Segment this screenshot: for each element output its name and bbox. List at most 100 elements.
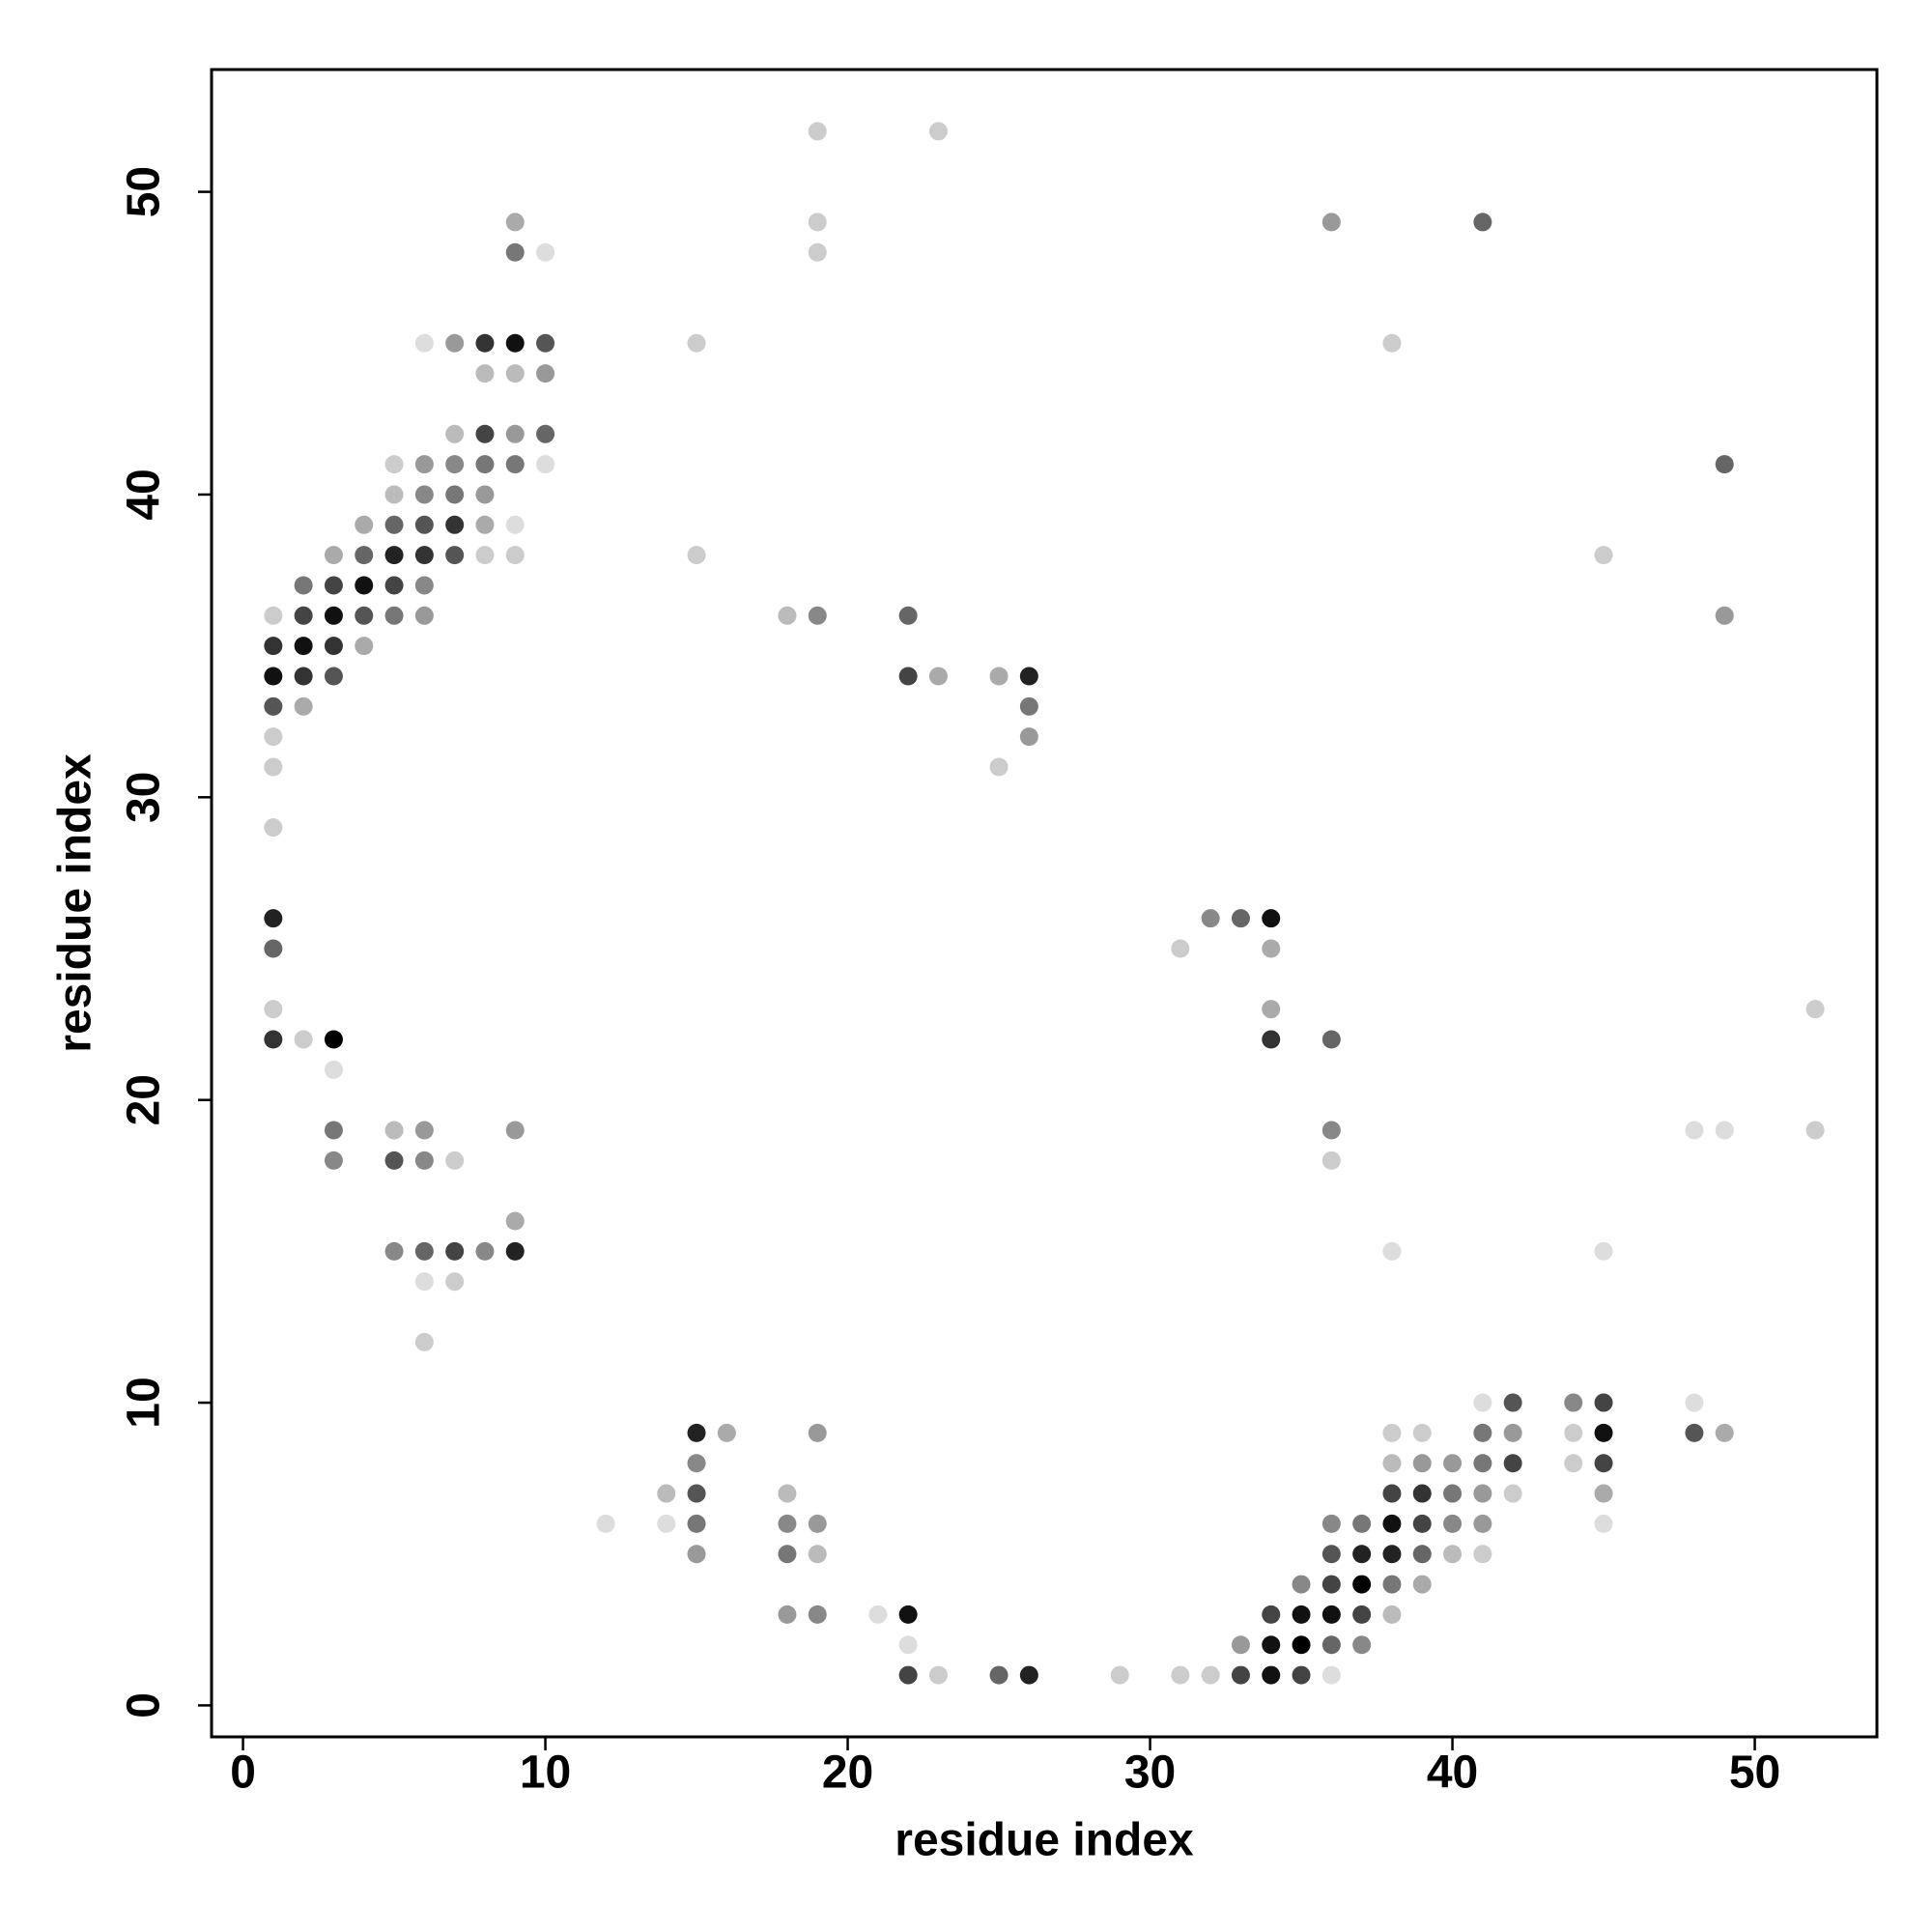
point [1473,1484,1492,1503]
point [384,1121,404,1140]
point [536,364,555,384]
point [384,606,404,625]
point [808,606,827,625]
point [1382,333,1402,353]
point [1382,1423,1402,1442]
point [324,637,343,656]
point [414,546,434,565]
point [1231,1665,1250,1685]
point [324,667,343,686]
x-tick-label: 30 [1124,1747,1176,1799]
point [1382,1241,1402,1261]
point [445,424,465,443]
point [989,1665,1009,1685]
point [1171,939,1190,958]
y-tick-label: 10 [119,1377,170,1428]
point [505,455,525,474]
point [717,1423,736,1442]
point [264,637,283,656]
point [1292,1635,1311,1655]
point [324,1121,343,1140]
point [505,1211,525,1231]
point [414,1241,434,1261]
point [1473,1545,1492,1564]
point [989,667,1009,686]
point [989,757,1009,777]
point [414,606,434,625]
x-axis-title: residue index [895,1815,1194,1866]
point [778,1605,797,1624]
point [1594,1241,1613,1261]
point [1292,1575,1311,1594]
point [384,455,404,474]
point [1019,667,1038,686]
point [1473,1423,1492,1442]
point [384,515,404,534]
point [898,1665,918,1685]
point [898,1635,918,1655]
point [475,515,495,534]
point [475,333,495,353]
point [1321,1545,1341,1564]
point [1685,1121,1704,1140]
point [778,1514,797,1533]
point [1292,1665,1311,1685]
point [414,485,434,504]
point [294,1030,313,1049]
point [1321,1635,1341,1655]
point [294,576,313,595]
point [1321,1151,1341,1170]
point [475,455,495,474]
point [536,424,555,443]
point [264,606,283,625]
point [1262,1000,1281,1019]
point [1382,1605,1402,1624]
point [505,242,525,262]
point [414,1332,434,1351]
point [1564,1454,1583,1473]
plot-frame [210,68,1879,1739]
point [928,1665,948,1685]
point [1201,1665,1220,1685]
point [445,333,465,353]
point [324,546,343,565]
y-tick-label: 20 [119,1074,170,1125]
point [505,1121,525,1140]
point [1564,1423,1583,1442]
point [1262,1635,1281,1655]
point [1352,1514,1372,1533]
point [1262,939,1281,958]
point [868,1605,888,1624]
point [687,1514,706,1533]
point [808,1545,827,1564]
point [1715,1121,1734,1140]
point [808,1514,827,1533]
point [324,1030,343,1049]
point [1321,1030,1341,1049]
point [1321,1121,1341,1140]
point [1412,1423,1432,1442]
y-tick-label: 50 [119,166,170,217]
point [1594,1423,1613,1442]
point [536,455,555,474]
x-tick-label: 50 [1729,1747,1780,1799]
point [324,576,343,595]
point [414,1272,434,1292]
y-tick-label: 40 [119,469,170,520]
point [1231,909,1250,928]
point [1262,909,1281,928]
point [1473,1514,1492,1533]
point [475,424,495,443]
point [1412,1514,1432,1533]
y-axis-title: residue index [50,753,101,1053]
point [1262,1665,1281,1685]
point [264,1030,283,1049]
point [1321,1665,1341,1685]
point [1685,1423,1704,1442]
point [1412,1454,1432,1473]
point [1715,606,1734,625]
point [1473,1393,1492,1412]
point [324,1151,343,1170]
point [1594,1454,1613,1473]
point [384,1151,404,1170]
